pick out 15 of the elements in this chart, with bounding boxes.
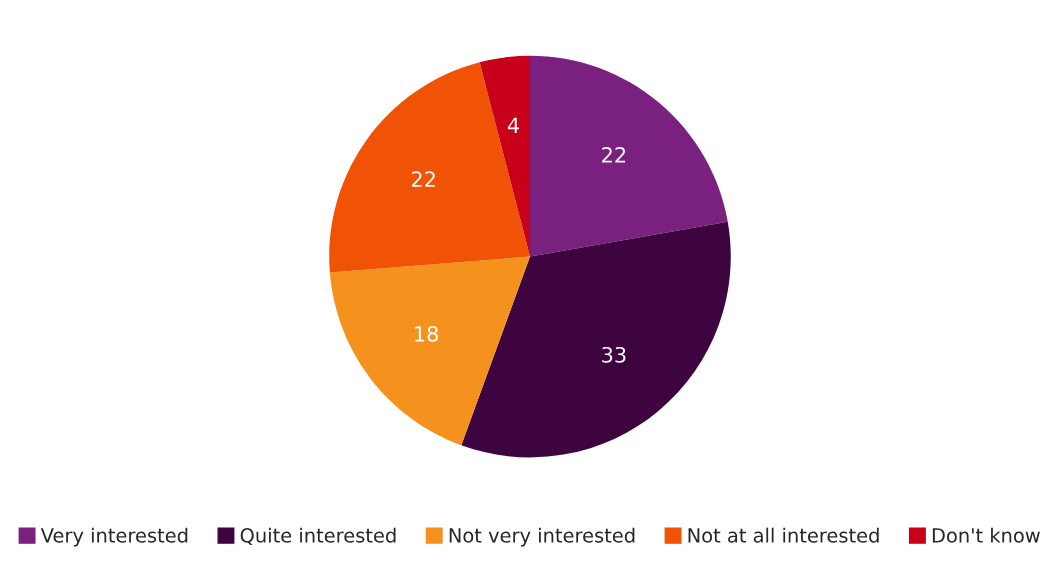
legend-label: Very interested — [40, 527, 188, 547]
legend-label: Don't know — [932, 527, 1040, 543]
pie-slice — [329, 62, 530, 273]
pie-slice — [329, 256, 530, 446]
legend-label: Not very interested — [449, 527, 635, 547]
legend-label: Not at all interested — [688, 527, 879, 543]
data-label: 4 — [507, 117, 519, 133]
legend-label: Quite interested — [240, 527, 396, 545]
data-label: 22 — [411, 171, 435, 187]
pie-slice — [461, 221, 731, 458]
pie-slice — [479, 55, 530, 257]
pie-slice — [530, 55, 728, 257]
data-label: 33 — [602, 346, 626, 363]
data-label: 18 — [415, 325, 438, 342]
data-label: 22 — [602, 146, 626, 163]
